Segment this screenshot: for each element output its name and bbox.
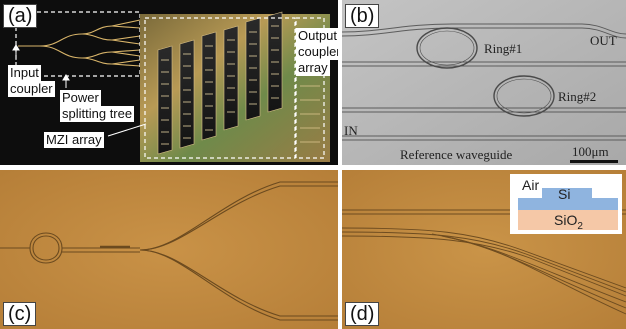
ring1-label: Ring#1 — [484, 41, 523, 56]
power-splitting-label-1: Power — [60, 90, 101, 106]
panel-b: (b) Ring#1 Ring#2 OUT IN Reference waveg… — [342, 0, 626, 165]
waveguide-bundle — [342, 209, 626, 315]
mzi-cells — [161, 25, 279, 145]
inset-sio2-text: SiO — [554, 212, 578, 228]
panel-d-tag: (d) — [345, 302, 380, 326]
cross-section-inset — [510, 174, 622, 234]
output-coupler-label-1: Output — [296, 28, 338, 44]
panel-c-tag: (c) — [3, 302, 37, 326]
power-splitting-label-2: splitting tree — [60, 106, 135, 122]
panel-c: (c) — [0, 170, 338, 329]
ring2-label: Ring#2 — [558, 89, 597, 104]
panel-d: Air Si SiO2 (d) — [342, 170, 626, 329]
input-coupler-label-2: coupler — [8, 81, 55, 97]
panel-b-tag: (b) — [345, 4, 380, 28]
output-coupler-label-2: coupler — [296, 44, 338, 60]
mzi-array-box — [144, 17, 296, 159]
panel-a-tag: (a) — [3, 4, 38, 28]
in-label: IN — [344, 123, 358, 138]
mzi-micrograph — [0, 170, 338, 329]
ring-resonator-micrograph — [342, 0, 626, 165]
power-splitting-tree — [18, 19, 141, 67]
mzi-waveguides — [0, 181, 338, 321]
scale-bar-label: 100μm — [572, 144, 609, 159]
panel-a: (a) Input coupler Power splitting tree M… — [0, 0, 338, 165]
inset-air-label: Air — [522, 177, 540, 193]
reference-waveguide-label: Reference waveguide — [400, 147, 513, 162]
out-label: OUT — [590, 33, 617, 48]
output-coupler-box — [295, 17, 325, 159]
inset-si-label: Si — [558, 186, 571, 202]
output-coupler-label-3: array — [296, 60, 330, 76]
mzi-array-label: MZI array — [44, 132, 104, 148]
input-coupler-label-1: Input — [8, 65, 41, 81]
coupler-micrograph — [342, 170, 626, 329]
inset-sio2-subscript: 2 — [577, 220, 583, 232]
ring-resonators — [416, 27, 555, 117]
scale-bar — [570, 160, 618, 163]
inset-sio2-label: SiO2 — [554, 213, 583, 234]
